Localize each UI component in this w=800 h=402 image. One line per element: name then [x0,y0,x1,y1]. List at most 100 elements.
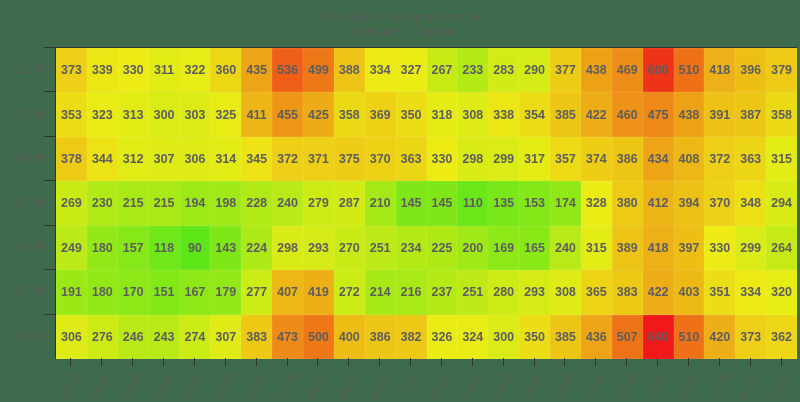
heatmap-cell: 165 [519,225,550,271]
heatmap-cell: 330 [426,136,458,182]
heatmap-cell: 237 [426,270,458,315]
x-tick [224,358,226,366]
heatmap-cell: 307 [210,314,242,359]
x-axis: 00:00 01:00 02:00 03:00 04:00 05:00 06:00 07:00… [55,358,796,402]
heatmap-cell: 407 [272,270,303,315]
heatmap-cell: 167 [179,270,211,315]
heatmap-cell: 370 [364,136,396,182]
heatmap-cell: 373 [56,48,87,93]
heatmap-cell: 225 [426,225,458,271]
heatmap-cell: 473 [272,314,303,359]
heatmap-grid: 373 339 330 311 322 360 435 536 499 388 334 327 267 2… [56,48,797,359]
heatmap-cell: 344 [86,136,118,182]
heatmap-cell: 330 [117,48,149,93]
heatmap-cell: 397 [673,225,705,271]
heatmap-cell: 313 [117,92,149,137]
heatmap-cell: 389 [611,225,643,271]
heatmap-cell: 153 [519,181,550,226]
heatmap-cell: 230 [86,181,118,226]
x-tick-label: 11:00 [398,372,423,402]
heatmap-cell: 358 [333,92,365,137]
x-tick-label: 23:00 [768,372,793,402]
heatmap-cell: 280 [488,270,520,315]
x-tick-label: 00:00 [58,372,83,402]
heatmap-cell: 386 [611,136,643,182]
chart-title-line1: EPEX Elektriciteit in eur/per uur [315,10,485,24]
heatmap-cell: 436 [580,314,612,359]
heatmap-cell: 169 [488,225,520,271]
heatmap-cell: 460 [611,92,643,137]
x-tick-label: 17:00 [583,372,608,402]
heatmap-cell: 640 [642,314,674,359]
y-tick [44,269,55,271]
heatmap-cell: 306 [56,314,87,359]
x-tick-label: 21:00 [707,372,732,402]
x-tick-label: 19:00 [645,372,670,402]
heatmap-cell: 317 [519,136,550,182]
x-tick-label: 22:00 [737,372,763,402]
y-axis: 22-09 23-09 24-09 25-09 26-09 27-09 28-09 [0,47,55,358]
x-tick [657,358,659,366]
x-tick [471,358,473,366]
heatmap-cell: 180 [86,270,118,315]
x-tick [780,358,782,366]
heatmap-cell: 363 [395,136,427,182]
heatmap-cell: 279 [303,181,334,226]
heatmap-cell: 323 [86,92,118,137]
heatmap-cell: 378 [56,136,87,182]
y-tick [44,224,55,226]
heatmap-cell: 320 [766,270,797,315]
heatmap-cell: 194 [179,181,211,226]
heatmap-cell: 353 [56,92,87,137]
heatmap-cell: 315 [580,225,612,271]
x-tick [317,358,319,366]
heatmap-cell: 419 [303,270,334,315]
heatmap-cell: 307 [148,136,180,182]
heatmap-cell: 536 [272,48,303,93]
heatmap-plot: 373 339 330 311 322 360 435 536 499 388 334 327 267 2… [55,47,797,359]
x-tick [749,358,751,366]
heatmap-cell: 411 [241,92,273,137]
heatmap-cell: 145 [395,181,427,226]
heatmap-cell: 391 [704,92,736,137]
heatmap-cell: 251 [364,225,396,271]
heatmap-cell: 283 [488,48,520,93]
heatmap-cell: 287 [333,181,365,226]
heatmap-cell: 375 [333,136,365,182]
heatmap-cell: 345 [241,136,273,182]
x-tick-label: 12:00 [429,372,454,402]
x-tick [564,358,566,366]
y-tick [44,135,55,137]
heatmap-cell: 507 [611,314,643,359]
heatmap-cell: 267 [426,48,458,93]
heatmap-cell: 90 [179,225,211,271]
y-tick-label: 27-09 [15,284,46,299]
x-tick-label: 05:00 [213,372,238,402]
heatmap-cell: 499 [303,48,334,93]
heatmap-cell: 438 [673,92,705,137]
y-tick-label: 25-09 [15,195,46,210]
heatmap-cell: 179 [210,270,242,315]
x-tick-label: 07:00 [274,372,299,402]
heatmap-cell: 277 [241,270,273,315]
heatmap-cell: 365 [580,270,612,315]
heatmap-cell: 475 [642,92,674,137]
heatmap-cell: 228 [241,181,273,226]
heatmap-cell: 174 [550,181,581,226]
heatmap-cell: 330 [704,225,736,271]
heatmap-cell: 377 [550,48,581,93]
heatmap-cell: 135 [488,181,520,226]
heatmap-cell: 215 [117,181,149,226]
heatmap-cell: 276 [86,314,118,359]
y-tick-label: 28-09 [15,328,46,343]
heatmap-cell: 151 [148,270,180,315]
heatmap-cell: 455 [272,92,303,137]
x-tick [379,358,381,366]
heatmap-cell: 303 [179,92,211,137]
heatmap-cell: 308 [457,92,489,137]
heatmap-cell: 118 [148,225,180,271]
heatmap-cell: 324 [457,314,489,359]
heatmap-cell: 372 [704,136,736,182]
x-tick [163,358,165,366]
x-tick [687,358,689,366]
